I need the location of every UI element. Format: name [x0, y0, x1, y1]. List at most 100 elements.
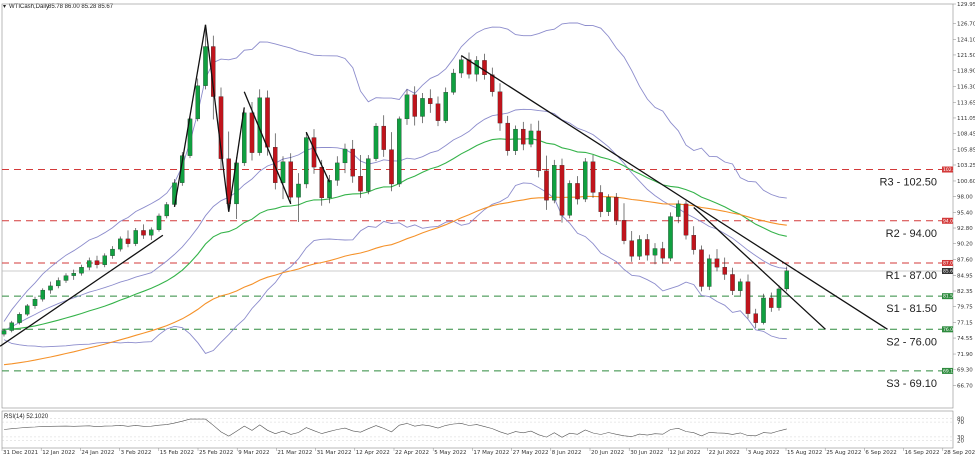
candle-body [296, 183, 301, 198]
price-tick-label: 121.50 [957, 53, 975, 59]
candle-body [761, 297, 766, 323]
candlestick-series [1, 24, 790, 337]
level-label: S3 - 69.10 [886, 378, 937, 390]
trendline [305, 131, 331, 183]
candle-body [118, 238, 123, 250]
candle-body [745, 281, 751, 314]
price-tick-label: 82.35 [957, 289, 973, 295]
price-tick-label: 77.15 [957, 320, 973, 326]
trendline [460, 55, 888, 330]
candle-body [56, 280, 61, 287]
date-tick-label: 8 Jun 2022 [552, 450, 582, 456]
candle-body [24, 305, 30, 315]
candle-body [249, 112, 255, 153]
candle-body [71, 273, 77, 276]
level-price-tag [942, 166, 953, 173]
candle-body [652, 248, 658, 256]
candle-body [17, 314, 22, 323]
price-tick-label: 98.00 [957, 195, 973, 201]
date-tick-label: 6 Sep 2022 [865, 450, 896, 456]
candle-body [660, 248, 666, 259]
date-tick-label: 22 Jul 2022 [709, 450, 740, 456]
candle-body [427, 98, 433, 104]
date-tick-label: 3 Feb 2022 [121, 450, 152, 456]
candle-body [451, 72, 456, 93]
price-tick-label: 100.60 [957, 179, 975, 185]
price-tick-label: 79.75 [957, 305, 973, 311]
candle-body [334, 162, 340, 181]
date-tick-label: 12 Apr 2022 [356, 450, 390, 456]
price-tick-label: 129.95 [957, 2, 975, 8]
date-tick-label: 30 Jun 2022 [630, 450, 663, 456]
candle-body [629, 240, 635, 257]
level-price-tag-text: 94.00 [943, 218, 956, 224]
candle-body [575, 183, 580, 200]
candle-body [528, 130, 534, 145]
last-price-tag-text: 85.67 [943, 269, 956, 275]
level-price-tag [942, 293, 953, 300]
candle-body [645, 239, 650, 256]
candle-body [505, 122, 510, 151]
bollinger-upper-line [3, 22, 787, 322]
date-tick-label: 5 May 2022 [434, 450, 466, 456]
candle-body [598, 192, 604, 212]
level-price-tag [942, 367, 953, 374]
candle-body [303, 137, 309, 185]
price-tick-label: 87.60 [957, 257, 973, 263]
candle-body [668, 216, 673, 259]
candle-body [280, 161, 286, 183]
date-tick-label: 15 Aug 2022 [787, 450, 822, 456]
trendlines [0, 24, 888, 347]
candle-body [614, 197, 619, 221]
rsi-panel [1, 410, 954, 449]
ohlc-readout: 85.78 86.00 85.28 85.67 [48, 4, 114, 10]
main-plot-area [1, 3, 954, 409]
date-tick-label: 25 Feb 2022 [199, 450, 233, 456]
date-tick-label: 27 May 2022 [513, 450, 549, 456]
price-tick-label: 90.20 [957, 242, 973, 248]
candle-body [327, 180, 332, 199]
candle-body [769, 297, 774, 308]
candle-body [482, 60, 487, 76]
symbol-icon: ▾ [3, 4, 6, 10]
price-tick-label: 126.70 [957, 22, 975, 28]
rsi-label: RSI(14) 52.1020 [4, 414, 49, 420]
candle-body [32, 299, 38, 306]
price-tick-label: 74.55 [957, 336, 973, 342]
candle-body [722, 267, 728, 275]
rsi-level-label: 70 [957, 420, 964, 426]
date-tick-label: 22 Apr 2022 [395, 450, 429, 456]
candle-body [683, 203, 689, 236]
price-tick-label: 113.65 [957, 100, 975, 106]
candle-body [141, 230, 146, 236]
candle-body [559, 165, 565, 216]
candle-body [288, 161, 293, 198]
candle-body [567, 183, 573, 216]
candle-body [699, 249, 704, 287]
date-tick-label: 3 Aug 2022 [748, 450, 780, 456]
candle-body [435, 103, 441, 121]
candle-body [676, 203, 681, 217]
bollinger-lower-line [3, 182, 787, 354]
candle-body [94, 260, 100, 265]
level-label: R3 - 102.50 [880, 177, 937, 189]
candle-body [396, 118, 402, 185]
candle-body [9, 322, 14, 331]
candle-body [707, 258, 712, 287]
candle-body [513, 128, 518, 151]
level-price-tag-text: 76.00 [943, 327, 956, 333]
candle-body [590, 161, 596, 193]
date-tick-label: 16 Sep 2022 [905, 450, 940, 456]
level-price-tag-text: 81.50 [943, 294, 956, 300]
candle-body [358, 176, 363, 192]
candle-body [489, 74, 495, 92]
price-tick-label: 103.25 [957, 163, 975, 169]
candle-body [133, 230, 138, 244]
candle-body [412, 94, 417, 117]
candle-body [552, 165, 557, 201]
candle-body [265, 97, 270, 148]
candle-body [179, 155, 185, 183]
trendline [0, 234, 164, 347]
level-price-tag [942, 259, 953, 266]
